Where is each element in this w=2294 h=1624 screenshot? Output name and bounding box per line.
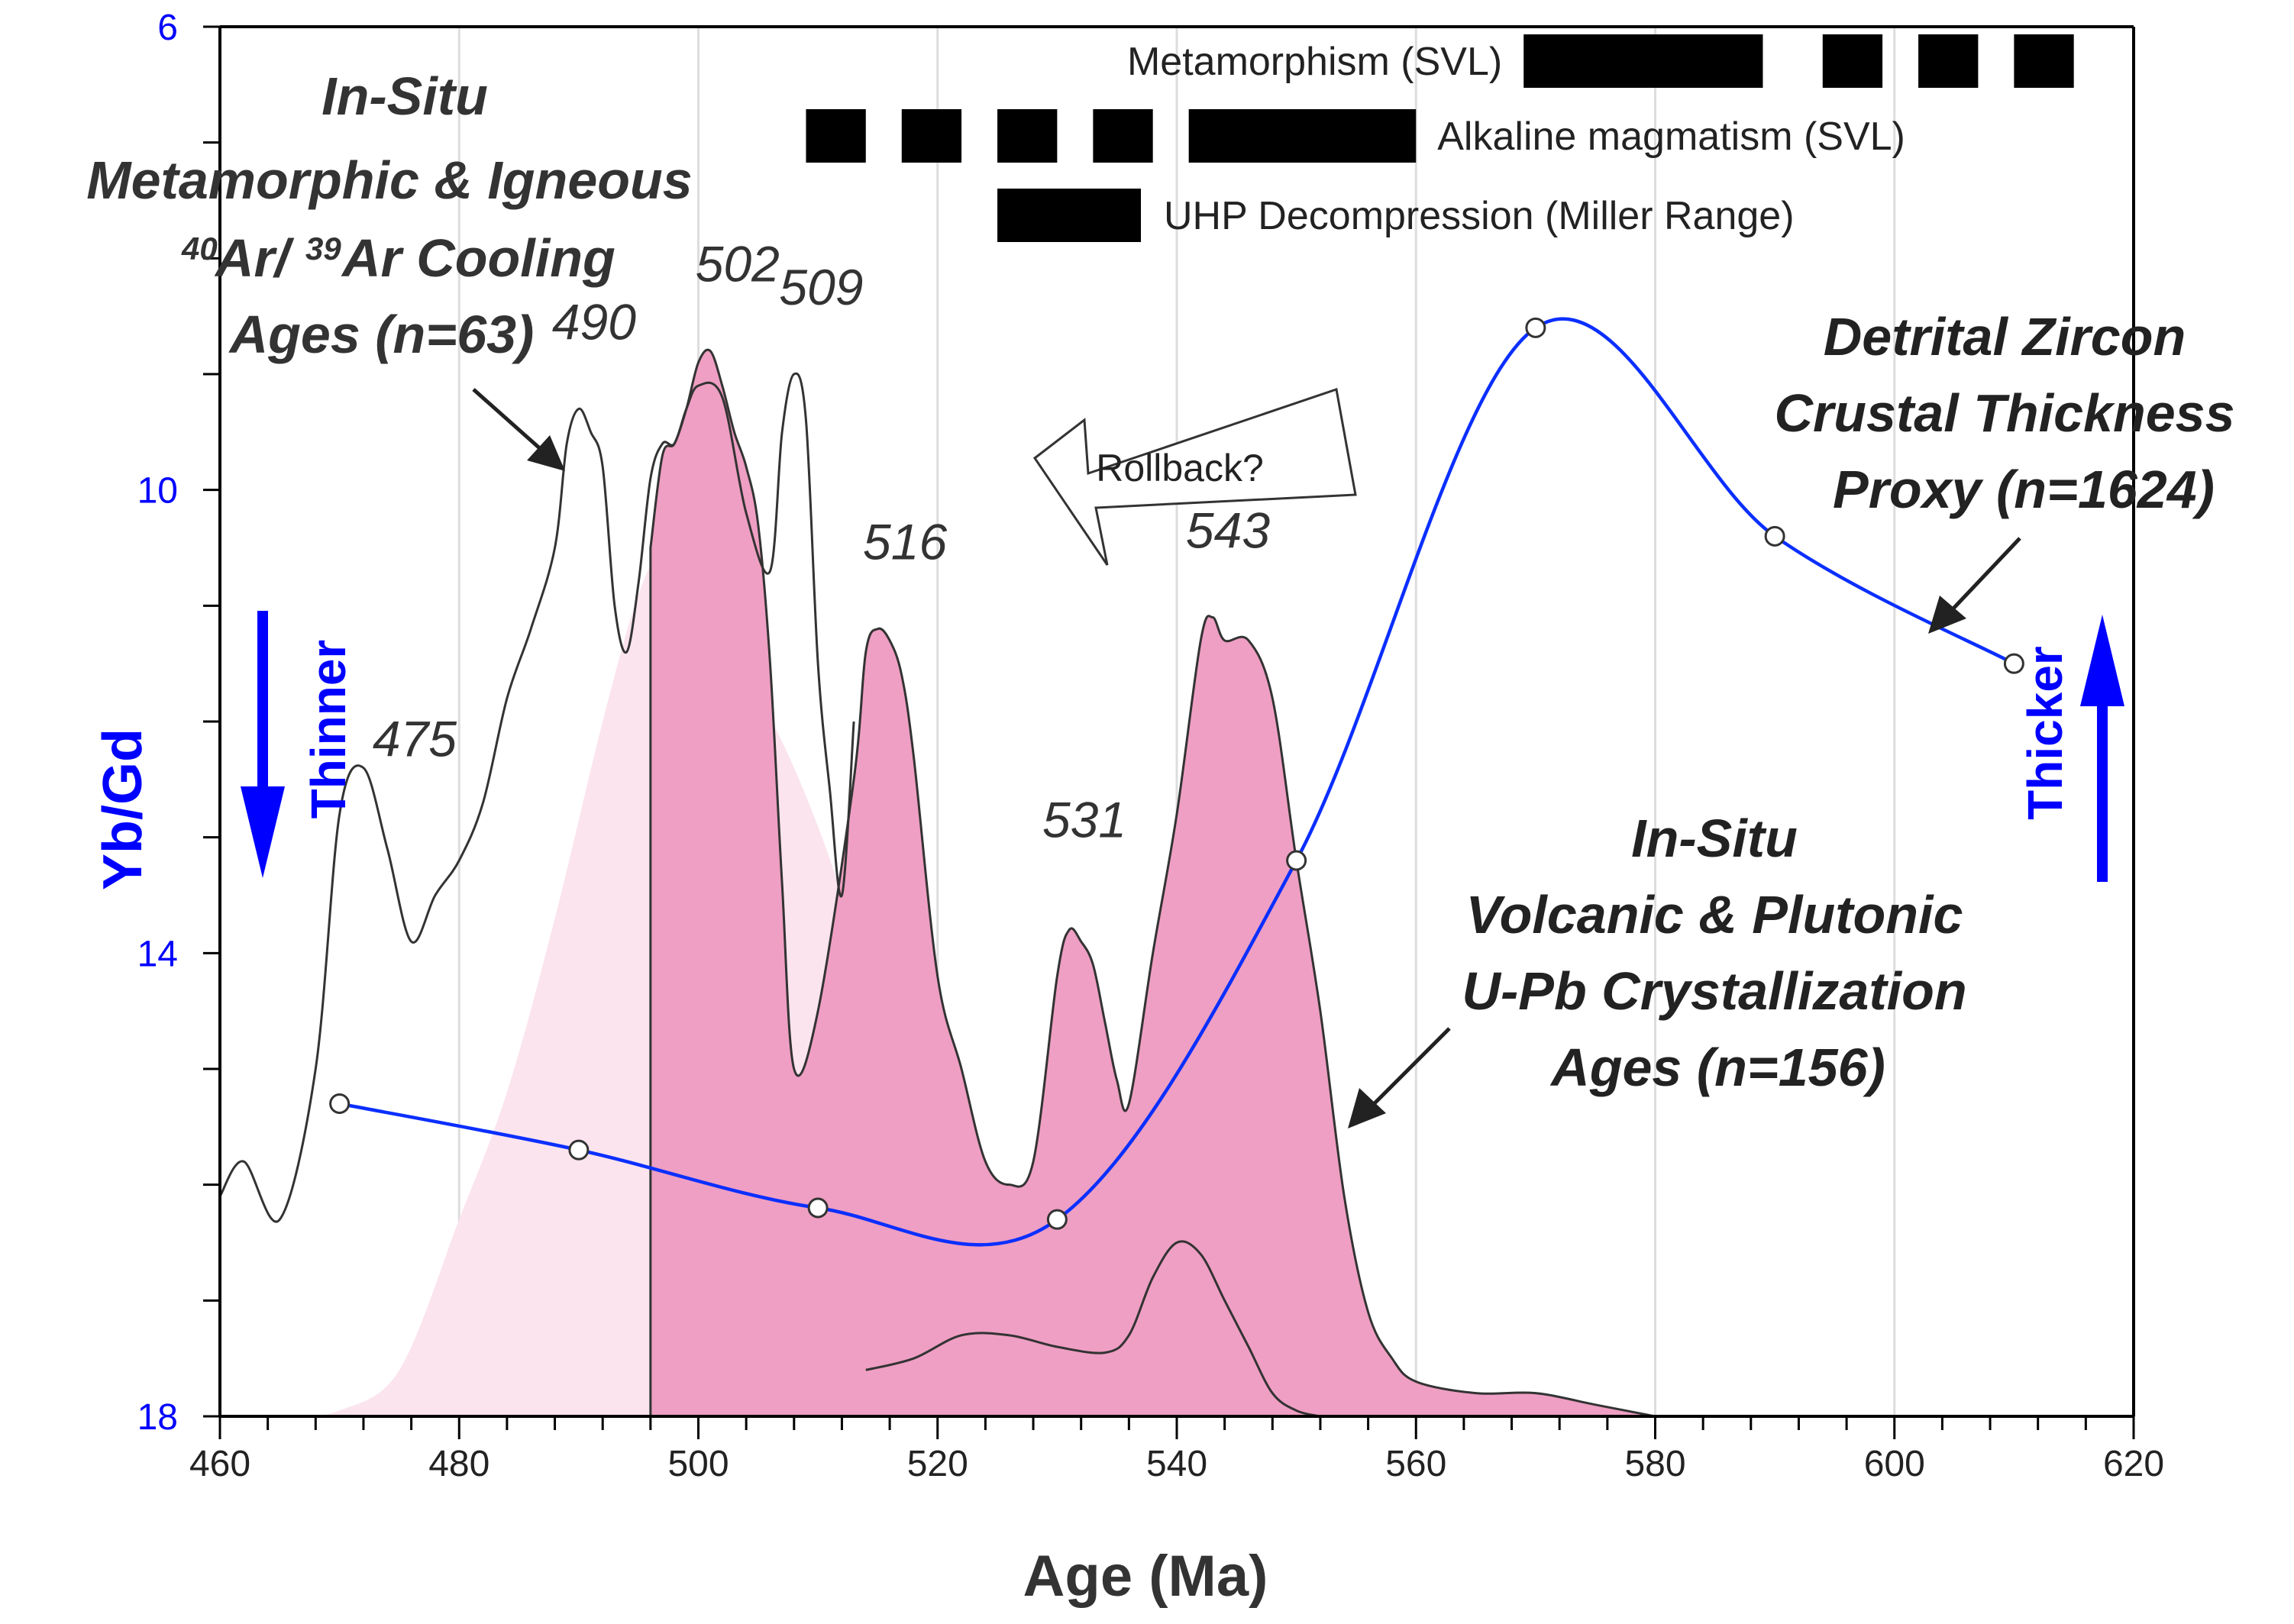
event-bars: Metamorphism (SVL) Alkaline magmatism (SV…	[806, 34, 2074, 242]
arar-density-layer	[291, 559, 1345, 1416]
y-tick-label: 14	[137, 934, 178, 974]
x-axis-ticks: 460 480 500 520 540 560 580 600 620	[189, 1416, 2164, 1484]
proxy-data-point	[1046, 1209, 1068, 1230]
upb-density-layer	[649, 348, 1656, 1418]
event-bar-segment	[1523, 34, 1763, 88]
peak-label: 490	[552, 294, 636, 350]
arar-density-outline-layer	[218, 372, 855, 1223]
proxy-series-line	[339, 317, 2015, 1247]
arar-title-line1: In-Situ	[321, 66, 488, 126]
proxy-title-line2: Crustal Thickness	[1775, 383, 2235, 443]
x-tick-label: 540	[1146, 1444, 1207, 1484]
upb-title-line3: U-Pb Crystallization	[1462, 961, 1966, 1021]
x-tick-label: 620	[2103, 1444, 2164, 1484]
x-tick-label: 560	[1385, 1444, 1446, 1484]
arar-title-sup1: 40	[181, 231, 218, 266]
proxy-title-line3: Proxy (n=1624)	[1833, 460, 2215, 519]
event-bar-segment	[1918, 34, 1979, 88]
event-bar-segment	[997, 109, 1058, 163]
arar-title-sup2: 39	[305, 231, 341, 266]
proxy-data-point	[329, 1093, 351, 1114]
upb-title-line2: Volcanic & Plutonic	[1466, 885, 1963, 944]
event-bar-segment	[2014, 34, 2074, 88]
upb-title-line4: Ages (n=156)	[1549, 1038, 1885, 1097]
thinner-label: Thinner	[301, 640, 356, 819]
peak-label: 502	[696, 236, 780, 292]
peak-label: 543	[1186, 502, 1270, 559]
arar-pointer-arrow	[472, 388, 565, 471]
event-bar-segment	[806, 109, 866, 163]
y-tick-label: 10	[137, 471, 178, 512]
event-bar-label: UHP Decompression (Miller Range)	[1164, 194, 1795, 238]
y-axis-ticks: 6 10 14 18	[137, 8, 220, 1438]
peak-label: 516	[863, 514, 947, 570]
peak-label: 531	[1042, 792, 1126, 848]
event-bar-label: Alkaline magmatism (SVL)	[1437, 115, 1905, 159]
event-bar-segment	[1093, 109, 1153, 163]
arar-title-ar1: Ar/	[214, 228, 295, 288]
event-bar-label: Metamorphism (SVL)	[1127, 40, 1502, 84]
proxy-data-point	[807, 1197, 829, 1219]
arar-density-outline	[218, 372, 855, 1223]
proxy-data-point	[568, 1139, 590, 1161]
y-axis-label: Yb/Gd	[92, 728, 153, 890]
arar-title-line2: Metamorphic & Igneous	[86, 150, 692, 210]
arar-title-line4: Ages (n=63)	[228, 305, 535, 364]
x-tick-label: 580	[1624, 1444, 1685, 1484]
x-tick-label: 600	[1864, 1444, 1925, 1484]
proxy-pointer-arrow	[1928, 537, 2021, 634]
proxy-series-layer	[329, 317, 2024, 1247]
upb-pointer-arrow	[1348, 1027, 1451, 1128]
x-axis-label: Age (Ma)	[1023, 1544, 1268, 1609]
peak-labels: 475 490 502 509 516 531 543	[373, 236, 1270, 848]
proxy-series-markers	[329, 317, 2024, 1230]
arar-title-ar2: Ar Cooling	[341, 228, 616, 288]
event-bar-segment	[997, 189, 1142, 242]
x-tick-label: 500	[667, 1444, 729, 1484]
rollback-arrow	[1032, 388, 1357, 566]
peak-label: 475	[373, 711, 457, 767]
thicker-label: Thicker	[2018, 646, 2073, 820]
axes: 460 480 500 520 540 560 580 600 620 6 10 14 18	[137, 8, 2164, 1484]
event-bar-segment	[901, 109, 962, 163]
y-tick-label: 18	[137, 1397, 178, 1438]
annotations: In-Situ Metamorphic & Igneous 40 Ar/ 39 …	[86, 66, 2235, 1128]
event-bar-segment	[1188, 109, 1417, 163]
proxy-data-point	[1286, 850, 1307, 871]
rollback-label: Rollback?	[1096, 447, 1264, 489]
grid-lines	[457, 27, 1896, 1416]
y-tick-label: 6	[157, 8, 178, 48]
proxy-title-line1: Detrital Zircon	[1824, 307, 2186, 366]
upb-inner-envelope	[865, 1240, 1321, 1418]
arar-density-fill	[291, 559, 1345, 1416]
event-bar-segment	[1822, 34, 1883, 88]
x-tick-label: 520	[907, 1444, 968, 1484]
peak-label: 509	[779, 259, 863, 315]
upb-title-line1: In-Situ	[1631, 809, 1798, 868]
thinner-arrow	[241, 611, 285, 878]
thicker-arrow	[2080, 615, 2124, 882]
x-tick-label: 460	[189, 1444, 250, 1484]
upb-density-fill	[649, 348, 1656, 1418]
proxy-data-point	[1525, 317, 1546, 338]
proxy-data-point	[2003, 653, 2024, 674]
x-tick-label: 480	[428, 1444, 489, 1484]
proxy-data-point	[1764, 525, 1785, 547]
